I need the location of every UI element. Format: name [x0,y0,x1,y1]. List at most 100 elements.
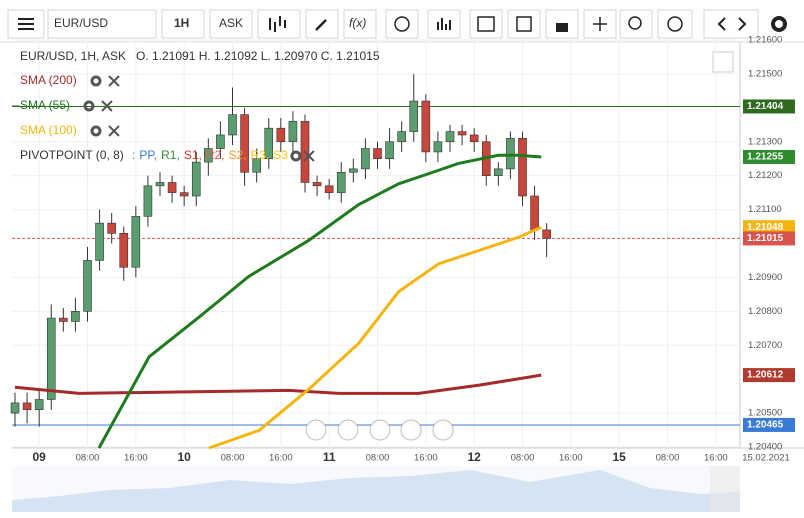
x-tick-label: 16:00 [269,453,293,464]
legend-label: SMA (100) [20,123,77,137]
candle-body [373,148,382,160]
candle-body [167,182,177,193]
x-tick-label: 08:00 [656,453,680,464]
candle-body [191,161,201,197]
news-button[interactable] [507,9,541,39]
pivot-name: PIVOTPOINT (0, 8) [20,148,124,162]
pen-icon [315,19,327,31]
ohlc: O. 1.21091 H. 1.21092 L. 1.20970 C. 1.21… [136,49,380,63]
sma-line [14,373,542,395]
candle-body [22,402,32,410]
plot: 1.21600 1.21500 1.21300 1.21200 1.21100 1.209… [10,35,790,464]
candle-body [107,222,116,234]
x-tick-label: 08:00 [76,453,100,464]
reset[interactable] [369,419,391,441]
legend-settings[interactable] [83,100,95,112]
side-button[interactable] [209,9,253,39]
x-date-label: 15.02.2021 [742,453,790,464]
candle-body [216,134,225,149]
chart-type-icon [269,16,286,32]
sma-line [208,225,542,450]
candle-body [276,127,286,143]
calendar-button[interactable] [469,9,503,39]
candle-body [494,168,503,176]
y-tick-label: 1.20500 [748,408,782,419]
info-button[interactable] [385,9,419,39]
zoom-out[interactable] [337,419,359,441]
candle-body [95,222,104,261]
symbol: EUR/USD [54,16,108,30]
candle-body [252,158,261,173]
x-tick-label: 08:00 [511,453,535,464]
zoom-controls [305,419,454,441]
y-tick-label: 1.20700 [748,340,782,351]
y-tick-label: 1.21300 [748,136,782,147]
legend-remove[interactable] [101,100,113,112]
candle-body [119,233,129,268]
y-tick-label: 1.20400 [748,441,782,452]
x-tick-label: 16:00 [124,453,148,464]
indicator-button[interactable] [343,9,377,39]
pivot-level: S3 [273,148,288,162]
x-tick-label: 15 [612,450,626,464]
navigator-area [12,470,740,512]
candle-body [131,216,141,268]
x-tick-label: 08:00 [366,453,390,464]
lock-icon [556,23,568,32]
candle-body [264,127,274,160]
legend-remove[interactable] [108,125,120,137]
scroll-left[interactable] [305,419,327,441]
calendar-icon [477,16,495,32]
pivot-level: S1, [184,148,202,162]
nav-buttons[interactable] [703,9,759,39]
y-tick-label: 1.21500 [748,68,782,79]
candle-body [397,131,406,143]
sma-line [97,153,542,449]
settings-icon[interactable] [771,16,787,32]
candle-body [83,260,92,312]
candle-body [46,317,56,400]
candle-body [288,121,298,143]
x-tick-label: 16:00 [559,453,583,464]
header: EUR/USD, 1H, ASK [20,49,126,63]
cloud-button[interactable] [657,9,693,39]
pivot-settings[interactable] [290,150,302,162]
y-tick-label: 1.21100 [748,204,782,215]
fx: f(x) [349,16,366,30]
candle-body [530,195,539,231]
candle-body [34,399,44,410]
candle-body [228,114,237,136]
price-badge [743,150,795,165]
candle-body [143,185,153,217]
symbol-select[interactable] [47,9,157,39]
y-tick-label: 1.20800 [748,306,782,317]
price-badge [743,220,795,235]
zoom-button[interactable] [619,9,653,39]
candle-body [506,138,515,170]
price-badge [743,99,795,114]
info-icon [394,16,410,32]
candle-body [433,141,443,153]
interval: 1H [174,16,189,30]
price-badge-label: 1.21015 [747,233,784,244]
interval-button[interactable] [161,9,205,39]
x-tick-label: 16:00 [414,453,438,464]
popout-button[interactable] [712,51,734,73]
candle-body [71,311,80,322]
scroll-right[interactable] [432,419,454,441]
candle-body [179,192,189,197]
legend-settings[interactable] [90,75,102,87]
candle-body [457,131,467,136]
zoom-in[interactable] [400,419,422,441]
candle-body [324,185,334,193]
pivot-remove[interactable] [303,150,315,162]
navigator-window[interactable] [710,466,740,512]
y-tick-label: 1.21600 [748,35,782,46]
volume-button[interactable] [427,9,461,39]
candle-body [155,182,165,187]
candle-body [469,134,479,143]
legend-remove[interactable] [108,75,120,87]
x-tick-label: 11 [323,450,336,464]
legend-settings[interactable] [90,125,102,137]
